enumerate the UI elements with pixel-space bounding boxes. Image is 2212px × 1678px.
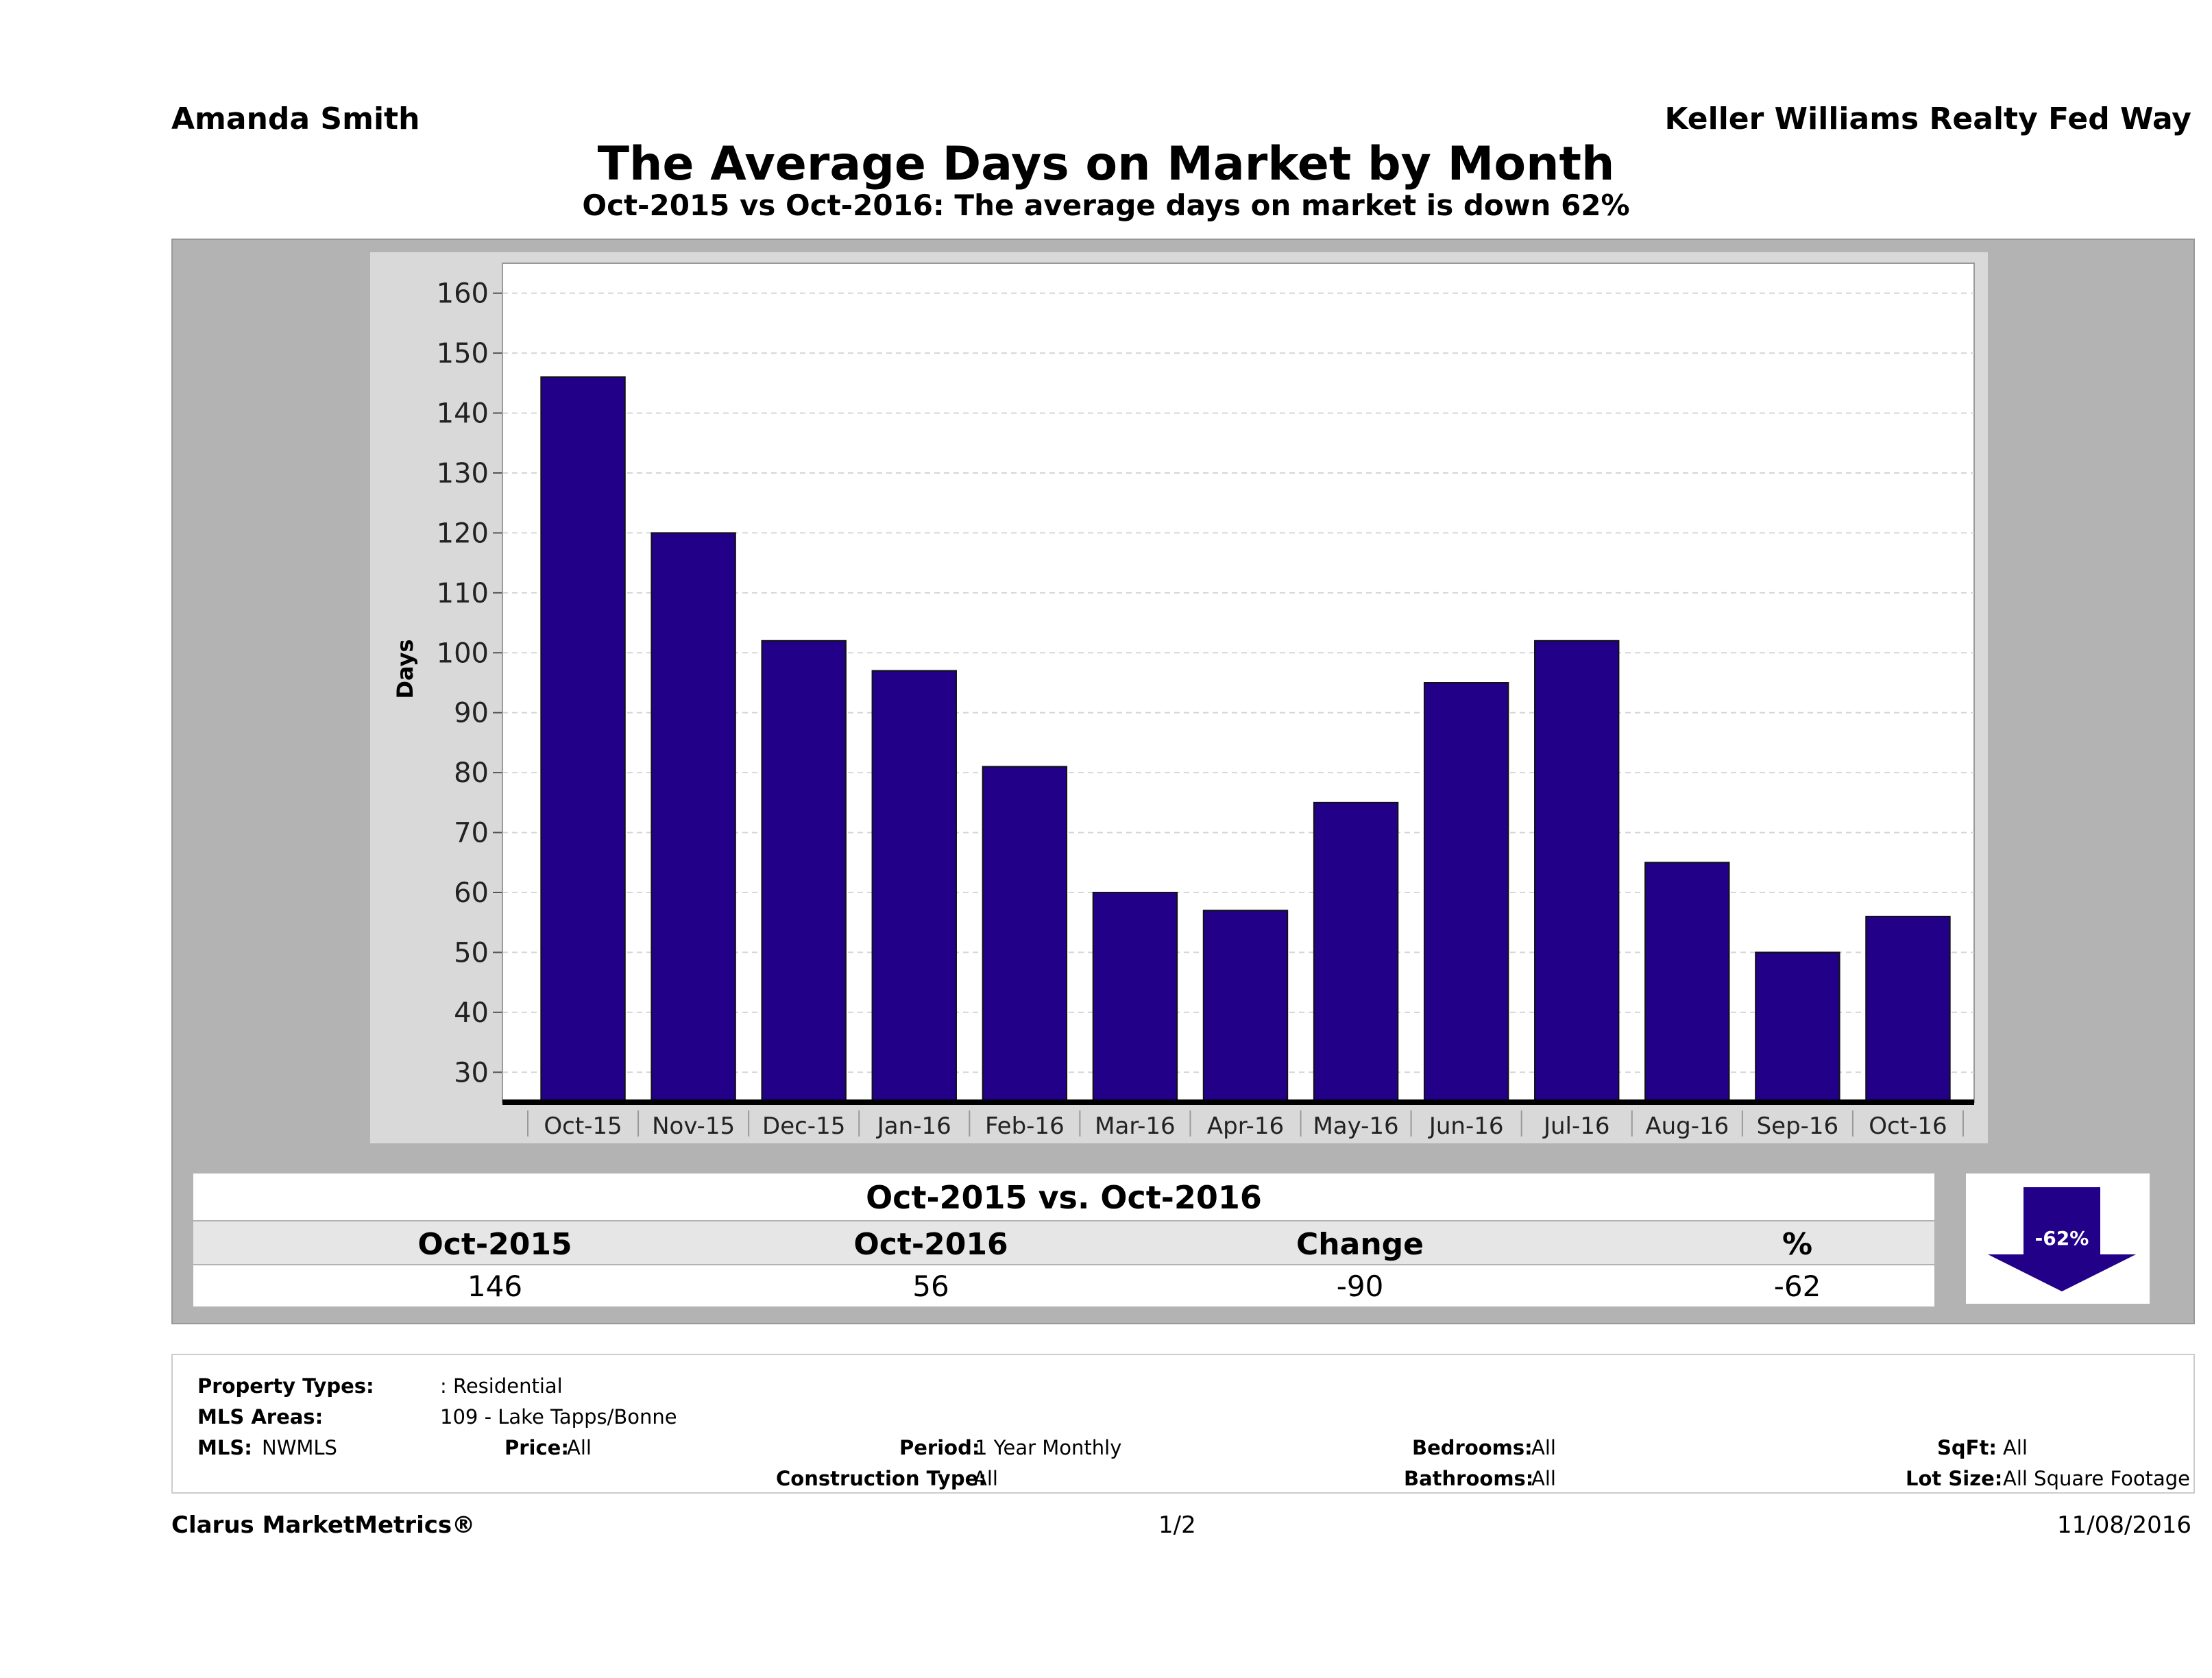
mls-label: MLS:: [197, 1436, 252, 1459]
comparison-summary: Oct-2015 vs. Oct-2016 Oct-2015 Oct-2016 …: [193, 1174, 1934, 1307]
y-axis-label: Days: [392, 639, 418, 698]
bathrooms-label: Bathrooms:: [1404, 1467, 1534, 1490]
bar: [1755, 951, 1840, 1104]
bar-chart: 30 40 50 60 70 80 90 100 110 120 130 140 150 160 Days O…: [392, 263, 1975, 1140]
x-tick-label: Oct-16: [1869, 1112, 1947, 1140]
period-label: Period:: [899, 1436, 980, 1459]
criteria-box: Property Types: : Residential MLS Areas:…: [171, 1354, 2195, 1494]
down-arrow-icon: -62%: [1988, 1187, 2136, 1291]
price-value: All: [567, 1436, 592, 1459]
bathrooms-value: All: [1531, 1467, 1556, 1490]
construction-type-value: All: [973, 1467, 998, 1490]
y-tick-label: 90: [454, 698, 489, 729]
y-tick-label: 50: [454, 937, 489, 969]
value-change: -90: [1336, 1269, 1384, 1303]
summary-title: Oct-2015 vs. Oct-2016: [866, 1179, 1262, 1216]
page-subtitle: Oct-2015 vs Oct-2016: The average days o…: [582, 189, 1630, 222]
sqft-label: SqFt:: [1937, 1436, 1997, 1459]
x-tick-label: Feb-16: [985, 1112, 1065, 1140]
bedrooms-value: All: [1531, 1436, 1556, 1459]
bar: [1092, 892, 1178, 1103]
y-tick-label: 150: [437, 338, 489, 369]
sqft-value: All: [2003, 1436, 2028, 1459]
value-oct-2015: 146: [467, 1269, 523, 1303]
lot-size-label: Lot Size:: [1906, 1467, 2003, 1490]
summary-title-row: Oct-2015 vs. Oct-2016: [193, 1174, 1934, 1220]
x-tick-label: Jun-16: [1428, 1112, 1504, 1140]
summary-values-row: 146 56 -90 -62: [193, 1265, 1934, 1306]
period-value: 1 Year Monthly: [975, 1436, 1122, 1459]
x-tick-label: Jul-16: [1542, 1112, 1610, 1140]
y-tick-label: 30: [454, 1057, 489, 1089]
bar: [1534, 640, 1620, 1103]
bedrooms-label: Bedrooms:: [1412, 1436, 1533, 1459]
footer-page-number: 1/2: [1158, 1511, 1196, 1539]
bar: [871, 670, 957, 1103]
x-tick-label: Sep-16: [1757, 1112, 1839, 1140]
agent-name: Amanda Smith: [171, 101, 420, 136]
x-tick-label: Apr-16: [1207, 1112, 1284, 1140]
y-tick-label: 120: [437, 518, 489, 549]
x-tick-label: Oct-15: [544, 1112, 622, 1140]
y-tick-label: 40: [454, 997, 489, 1029]
x-tick-label: Jan-16: [876, 1112, 951, 1140]
x-tick-label: Aug-16: [1645, 1112, 1729, 1140]
property-types-value: : Residential: [440, 1374, 563, 1398]
bar: [1202, 910, 1289, 1103]
bar: [1313, 801, 1399, 1103]
bar: [761, 640, 847, 1103]
x-tick-label: May-16: [1313, 1112, 1398, 1140]
x-tick-label: Dec-15: [762, 1112, 845, 1140]
mls-areas-value: 109 - Lake Tapps/Bonne: [440, 1405, 677, 1428]
bar: [1644, 862, 1730, 1103]
y-tick-label: 110: [437, 578, 489, 609]
footer-date: 11/08/2016: [2057, 1511, 2191, 1539]
mls-areas-label: MLS Areas:: [197, 1405, 324, 1428]
y-tick-label: 70: [454, 818, 489, 849]
change-badge: -62%: [1966, 1174, 2150, 1304]
y-tick-label: 80: [454, 757, 489, 789]
value-oct-2016: 56: [912, 1269, 949, 1303]
bar: [651, 532, 736, 1103]
y-tick-label: 140: [437, 398, 489, 430]
bar: [982, 766, 1068, 1104]
x-tick-label: Mar-16: [1095, 1112, 1176, 1140]
y-tick-label: 130: [437, 458, 489, 489]
y-tick-label: 160: [437, 278, 489, 310]
lot-size-value: All Square Footage: [2003, 1467, 2191, 1490]
header-change: Change: [1296, 1227, 1424, 1262]
construction-type-label: Construction Type:: [776, 1467, 986, 1490]
header-oct-2015: Oct-2015: [417, 1227, 572, 1262]
y-tick-label: 100: [437, 637, 489, 669]
price-label: Price:: [505, 1436, 569, 1459]
value-percent: -62: [1773, 1269, 1821, 1303]
y-tick-label: 60: [454, 877, 489, 909]
bar: [540, 376, 626, 1104]
property-types-label: Property Types:: [197, 1374, 374, 1398]
header-oct-2016: Oct-2016: [853, 1227, 1008, 1262]
x-tick-label: Nov-15: [652, 1112, 735, 1140]
company-name: Keller Williams Realty Fed Way: [1664, 101, 2191, 136]
bar: [1423, 682, 1509, 1103]
header-percent: %: [1782, 1227, 1813, 1262]
bar: [1865, 915, 1951, 1103]
page-title: The Average Days on Market by Month: [597, 137, 1615, 191]
badge-text: -62%: [2035, 1227, 2089, 1250]
summary-header-row: Oct-2015 Oct-2016 Change %: [193, 1221, 1934, 1264]
mls-value: NWMLS: [262, 1436, 337, 1459]
footer-brand: Clarus MarketMetrics®: [171, 1511, 476, 1539]
